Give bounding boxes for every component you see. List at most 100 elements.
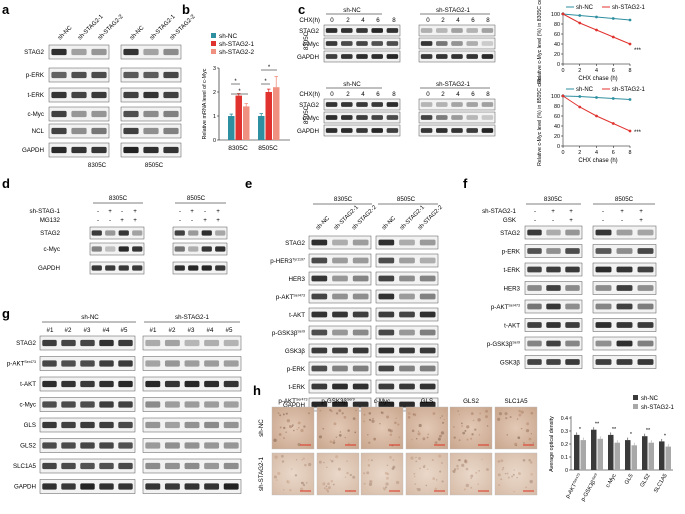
panel-h-ihc-cell: [456, 464, 459, 468]
panel-h-ihc-cell: [347, 442, 350, 445]
panel-c-blot-shnc-band: [325, 41, 338, 46]
panel-h-ihc-cell: [391, 467, 395, 471]
panel-f-condition-label: sh-STAG2-1: [482, 208, 516, 215]
panel-a-row-label: c-Myc: [28, 111, 45, 118]
panel-c-blot-shstag2-band: [466, 115, 478, 120]
panel-h-ihc-cell: [452, 426, 455, 428]
panel-g-blot-shstag2-band: [164, 421, 180, 429]
panel-b-x-category: 8305C: [228, 145, 248, 152]
panel-h-ihc-cell: [335, 455, 339, 459]
panel-g-row-label: STAG2: [16, 340, 36, 347]
panel-h-ihc-cell: [335, 436, 337, 438]
panel-c-chart-x-tick-label: 0: [562, 68, 565, 74]
panel-c-row-label-text: c-Myc: [303, 41, 320, 48]
panel-h-ihc-cell: [363, 420, 366, 423]
panel-g-blot-shstag2: [142, 479, 242, 494]
panel-d-sign: -: [121, 208, 123, 215]
panel-d-blot-8305c-band: [105, 246, 116, 252]
panel-c-chart-point: [561, 94, 565, 98]
panel-h-ihc-cell: [380, 411, 383, 414]
panel-f-blot-8505c-band: [595, 359, 612, 365]
panel-c-row-label: c-Myc: [303, 41, 320, 48]
panel-e-blot-8505c-band: [399, 401, 415, 408]
panel-e-blot-8505c-band: [399, 293, 415, 300]
panel-g-blot-shstag2-band: [184, 401, 200, 408]
panel-e-blot-8305c: [308, 325, 372, 340]
panel-h-ihc-cell: [368, 412, 372, 415]
panel-label-h: h: [253, 383, 261, 398]
panel-d-blot-8305c-frame: [89, 226, 145, 240]
panel-h-ihc-image: [271, 452, 315, 496]
panel-e-row-label: HER3: [288, 276, 305, 283]
panel-h-ihc-cell: [302, 483, 306, 487]
panel-e-blot-8505c-band: [399, 257, 415, 264]
panel-c-blot-shstag2: [418, 124, 496, 137]
panel-c-time-label: 8: [392, 17, 396, 24]
panel-h-ihc-cell: [327, 482, 330, 486]
panel-h-ihc-cell: [297, 421, 301, 425]
panel-h-ihc-cell: [349, 473, 352, 477]
panel-c-time-label: 2: [346, 17, 350, 24]
panel-h-x-category: GLS2: [639, 473, 651, 488]
panel-h-ihc-cell: [279, 414, 282, 417]
panel-h-ihc-cell: [427, 433, 429, 436]
panel-c-blot-shstag2: [418, 50, 496, 63]
panel-h-ihc-cell: [432, 412, 436, 415]
panel-h-ihc-cell: [397, 423, 400, 426]
panel-h-ihc-cell: [530, 411, 534, 415]
panel-g-blot-shstag2-band: [204, 401, 220, 408]
panel-f-sign: +: [639, 217, 643, 224]
panel-h-ihc-cell: [385, 482, 389, 486]
panel-e-blot-8305c-band: [352, 239, 369, 246]
panel-g-blot-shnc-band: [80, 483, 95, 490]
panel-h-ihc-cell: [528, 458, 531, 462]
panel-e-blot-8305c-band: [332, 365, 348, 372]
panel-e-blot-8505c-band: [419, 239, 436, 246]
panel-e-blot-8305c-band: [352, 257, 369, 264]
panel-d-blot-8505c-band: [201, 246, 212, 252]
panel-e-blot-8505c-band: [419, 347, 436, 354]
panel-c-blot-shstag2-band: [436, 102, 448, 107]
panel-h-ihc-cell: [419, 467, 421, 470]
panel-g-blot-shnc-band: [99, 401, 114, 408]
panel-f-sign: -: [534, 208, 536, 215]
panel-h-x-category: p-GSK3βSer9: [579, 472, 600, 502]
panel-c-blot-shnc-band: [386, 128, 399, 133]
panel-g-blot-shstag2-band: [184, 360, 200, 367]
panel-d-sign: +: [216, 208, 220, 215]
panel-d-sign: -: [179, 208, 181, 215]
panel-h-ihc-cell: [333, 422, 337, 426]
panel-h-ihc-cell: [296, 428, 298, 431]
panel-e-blot-8305c-band: [332, 329, 348, 336]
panel-c-blot-shstag2-band: [451, 28, 463, 33]
panel-g-blot-shstag2-band: [164, 401, 180, 408]
panel-f-blot-8305c-band: [546, 322, 561, 328]
panel-d-sign: -: [204, 208, 206, 215]
panel-h-ihc-cell: [509, 416, 512, 419]
panel-h-bar: [665, 446, 671, 470]
panel-e-blot-8305c-band: [352, 311, 369, 318]
panel-e-blot-8305c-band: [352, 347, 369, 354]
panel-g-blot-shstag2-band: [184, 421, 200, 429]
panel-h-ihc-cell: [475, 471, 478, 474]
panel-g-blot-shnc-band: [118, 462, 133, 470]
panel-e-blot-8505c-band: [378, 293, 395, 300]
panel-g-blot-shnc: [39, 376, 136, 392]
panel-h-ihc-cell: [354, 431, 357, 434]
panel-h-ihc-cell: [289, 489, 292, 492]
panel-b-sig-star: *: [238, 89, 241, 95]
panel-f-blot-8505c: [592, 281, 657, 295]
panel-f-blot-8305c-band: [527, 285, 542, 291]
panel-a-row-label-text: GAPDH: [22, 147, 44, 154]
panel-h-ihc-cell: [282, 413, 285, 416]
panel-c-chart-point: [628, 98, 632, 101]
panel-g-blot-shnc-band: [61, 380, 76, 388]
panel-h-ihc-cell: [461, 425, 463, 427]
panel-f-blot-8305c: [524, 281, 583, 295]
panel-f-row-label: t-AKT: [504, 323, 520, 330]
panel-c-blot-shstag2-band: [420, 54, 433, 59]
panel-h-ihc-cell: [525, 486, 528, 489]
panel-h-ihc-cell: [443, 418, 446, 421]
panel-h-ihc-cell: [407, 416, 411, 419]
